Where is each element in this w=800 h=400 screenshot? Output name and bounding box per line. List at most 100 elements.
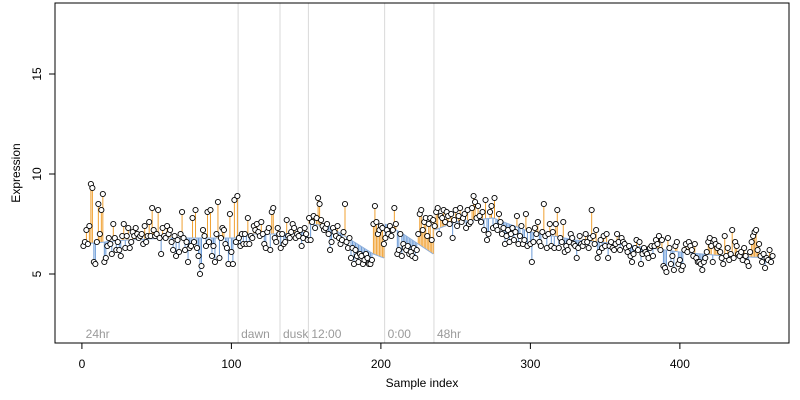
data-point <box>315 194 322 202</box>
data-point <box>590 232 597 240</box>
data-point <box>380 240 387 248</box>
data-point <box>95 200 102 208</box>
data-point <box>477 218 485 226</box>
data-point <box>451 216 458 224</box>
data-point <box>117 252 124 260</box>
data-point <box>229 260 236 268</box>
data-point <box>318 216 325 224</box>
data-point <box>531 224 538 232</box>
data-point <box>624 248 631 256</box>
data-point <box>669 252 676 260</box>
data-point <box>630 250 637 258</box>
data-point <box>352 246 359 254</box>
data-point <box>327 246 334 254</box>
data-point <box>180 234 187 242</box>
data-point <box>288 228 295 236</box>
data-point <box>549 228 556 236</box>
data-point <box>149 204 156 212</box>
y-axis-label: Expression <box>9 143 23 202</box>
data-point <box>141 222 148 230</box>
data-point <box>213 230 220 238</box>
data-point <box>107 240 114 248</box>
data-point <box>582 230 589 238</box>
data-point <box>516 232 523 240</box>
data-point <box>274 224 281 232</box>
data-point <box>158 250 165 258</box>
data-point <box>307 236 314 244</box>
data-point <box>596 248 603 256</box>
data-point <box>494 226 501 234</box>
data-point <box>155 206 162 214</box>
data-point <box>636 238 643 246</box>
data-point <box>472 198 479 206</box>
data-point <box>228 248 235 256</box>
data-point <box>199 226 207 234</box>
data-point <box>309 218 316 226</box>
data-point <box>573 254 580 262</box>
data-point <box>220 226 227 234</box>
data-point <box>721 232 728 240</box>
data-point <box>518 222 525 230</box>
data-point <box>143 238 150 246</box>
data-point <box>189 214 196 222</box>
data-point <box>552 220 559 228</box>
data-point <box>525 226 532 234</box>
data-point <box>593 226 600 234</box>
data-point <box>654 240 661 248</box>
data-point <box>346 234 353 242</box>
data-point <box>316 200 323 208</box>
y-tick-label: 5 <box>30 270 44 277</box>
data-point <box>183 238 190 246</box>
data-point <box>234 192 241 200</box>
data-point <box>235 234 242 242</box>
data-point <box>179 208 186 216</box>
segment-label: 48hr <box>437 327 461 341</box>
data-point <box>673 238 680 246</box>
data-point <box>585 244 592 252</box>
data-point <box>428 236 435 244</box>
data-point <box>244 214 251 222</box>
data-point <box>475 202 482 210</box>
data-point <box>373 218 380 226</box>
data-point <box>699 266 706 274</box>
data-point <box>226 210 233 218</box>
data-point <box>667 260 674 268</box>
data-point <box>231 196 238 204</box>
data-point <box>724 244 731 252</box>
data-point <box>246 240 253 248</box>
data-point <box>533 230 540 238</box>
data-point <box>454 222 461 230</box>
data-point <box>138 230 145 238</box>
data-point <box>482 196 489 204</box>
data-point <box>382 234 389 242</box>
data-point <box>110 220 117 228</box>
data-point <box>605 254 612 262</box>
y-tick-label: 10 <box>30 167 44 181</box>
data-point <box>729 226 736 234</box>
data-point <box>164 222 171 230</box>
data-point <box>569 234 576 242</box>
data-point <box>467 218 474 226</box>
data-point <box>146 218 153 226</box>
data-point <box>584 238 591 246</box>
data-point <box>389 226 396 234</box>
data-point <box>303 230 310 238</box>
data-point <box>546 220 553 228</box>
data-point <box>617 246 624 254</box>
data-point <box>223 244 230 252</box>
data-point <box>463 224 470 232</box>
data-point <box>760 250 767 258</box>
data-point <box>738 248 745 256</box>
data-point <box>480 226 488 234</box>
data-point <box>769 252 776 260</box>
data-point <box>649 252 657 260</box>
data-point <box>439 214 446 222</box>
data-point <box>216 254 223 262</box>
data-point <box>703 248 710 256</box>
data-point <box>470 192 477 200</box>
segment-boundaries <box>237 3 435 343</box>
data-point <box>588 206 595 214</box>
data-point <box>83 226 90 234</box>
data-point <box>688 246 695 254</box>
data-point <box>560 218 567 226</box>
